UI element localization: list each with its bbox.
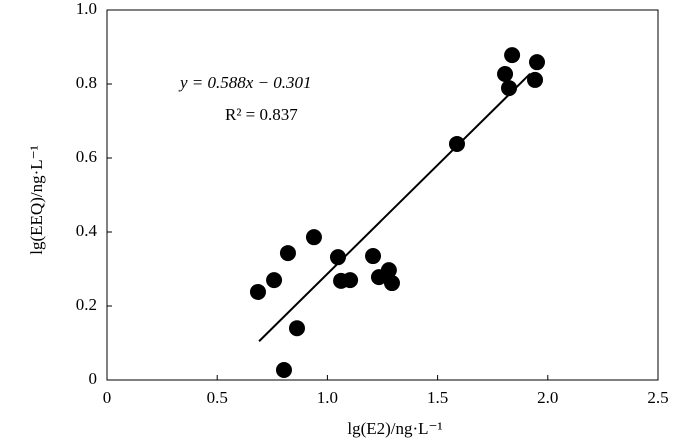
x-tick-label: 0 bbox=[103, 388, 112, 407]
point bbox=[504, 47, 521, 64]
point bbox=[288, 320, 305, 337]
r-squared: R² = 0.837 bbox=[225, 105, 298, 124]
point bbox=[380, 262, 397, 279]
y-tick-label: 0.8 bbox=[76, 73, 97, 92]
x-axis-label: lg(E2)/ng·L⁻¹ bbox=[347, 419, 442, 438]
point bbox=[527, 71, 544, 88]
x-tick-label: 2.0 bbox=[537, 388, 558, 407]
x-tick-label: 0.5 bbox=[207, 388, 228, 407]
point bbox=[365, 248, 382, 265]
point bbox=[305, 229, 322, 246]
y-tick-label: 0.6 bbox=[76, 147, 97, 166]
y-tick-label: 1.0 bbox=[76, 0, 97, 18]
point bbox=[279, 245, 296, 262]
fit-line bbox=[258, 72, 531, 342]
point bbox=[497, 66, 514, 83]
plot-frame bbox=[106, 9, 659, 381]
point bbox=[249, 283, 266, 300]
point bbox=[501, 80, 518, 97]
y-tick-label: 0 bbox=[89, 369, 98, 388]
y-tick-label: 0.4 bbox=[76, 221, 98, 240]
y-tick-label: 0.2 bbox=[76, 295, 97, 314]
point bbox=[342, 272, 359, 289]
point bbox=[275, 362, 292, 379]
x-tick-label: 1.5 bbox=[427, 388, 448, 407]
point bbox=[329, 249, 346, 266]
point bbox=[383, 275, 400, 292]
point bbox=[266, 272, 283, 289]
x-tick-label: 1.0 bbox=[317, 388, 338, 407]
y-axis-label: lg(EEQ)/ng·L⁻¹ bbox=[27, 145, 46, 254]
point bbox=[448, 135, 465, 152]
x-tick-label: 2.5 bbox=[647, 388, 668, 407]
point bbox=[529, 54, 546, 71]
equation: y = 0.588x − 0.301 bbox=[178, 73, 312, 92]
